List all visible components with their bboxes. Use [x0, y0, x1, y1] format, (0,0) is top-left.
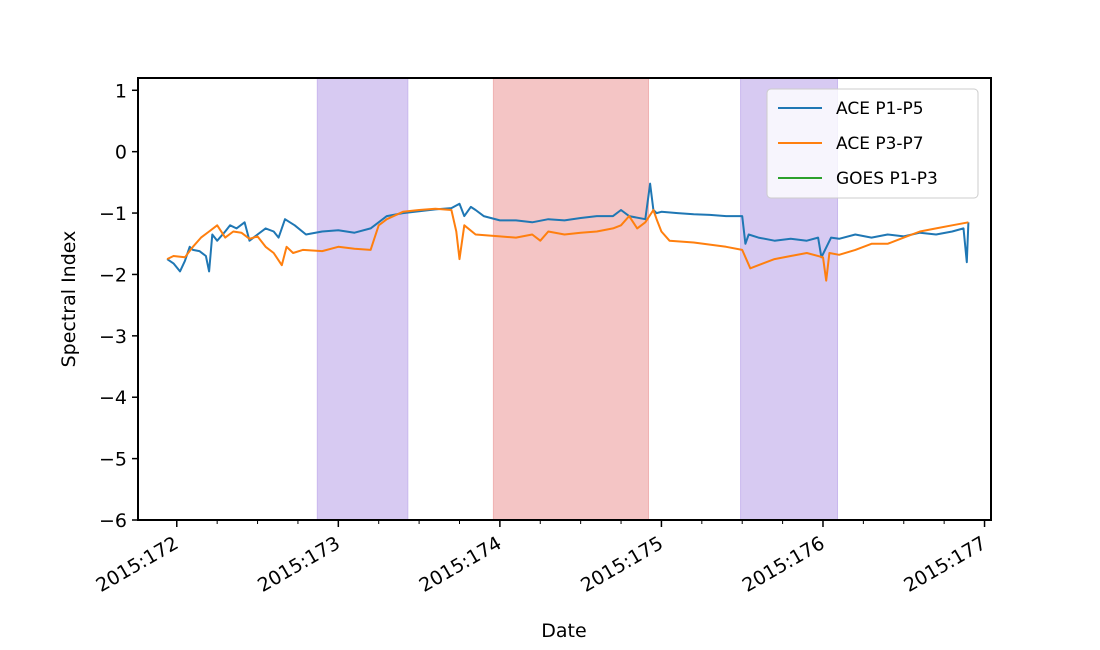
- plot-frame: [137, 77, 992, 521]
- legend-box: [766, 88, 979, 199]
- y-axis-title: Spectral Index: [58, 231, 80, 368]
- series-lines: [166, 182, 970, 282]
- x-tick-label: 2015:176: [739, 532, 829, 597]
- y-tick-label: −6: [99, 510, 127, 532]
- y-tick-label: −1: [99, 203, 127, 225]
- x-tick-label: 2015:173: [254, 532, 344, 597]
- y-tick-label: −5: [99, 449, 127, 471]
- shaded-region: [316, 77, 409, 521]
- legend-label: ACE P3-P7: [836, 134, 924, 154]
- y-tick-label: 1: [115, 80, 127, 102]
- y-tick-label: −3: [99, 326, 127, 348]
- x-axis: 2015:172 2015:173 2015:174 2015:175 2015:176…: [92, 520, 990, 597]
- shaded-region: [492, 77, 650, 521]
- x-tick-label: 2015:172: [92, 532, 182, 597]
- legend-label: ACE P1-P5: [836, 99, 924, 119]
- x-tick-label: 2015:175: [577, 532, 667, 597]
- series-line-2: [166, 207, 969, 282]
- series-line-1: [166, 182, 970, 273]
- x-tick-label: 2015:174: [416, 532, 506, 597]
- y-tick-label: 0: [115, 142, 127, 164]
- legend: ACE P1-P5 ACE P3-P7 GOES P1-P3: [766, 88, 979, 199]
- y-tick-label: −4: [99, 387, 127, 409]
- shaded-regions: [316, 77, 839, 521]
- y-tick-label: −2: [99, 264, 127, 286]
- legend-label: GOES P1-P3: [836, 169, 938, 189]
- x-tick-label: 2015:177: [900, 532, 990, 597]
- y-axis: 1 0 −1 −2 −3 −4 −5 −6: [99, 80, 138, 532]
- x-axis-title: Date: [541, 620, 586, 642]
